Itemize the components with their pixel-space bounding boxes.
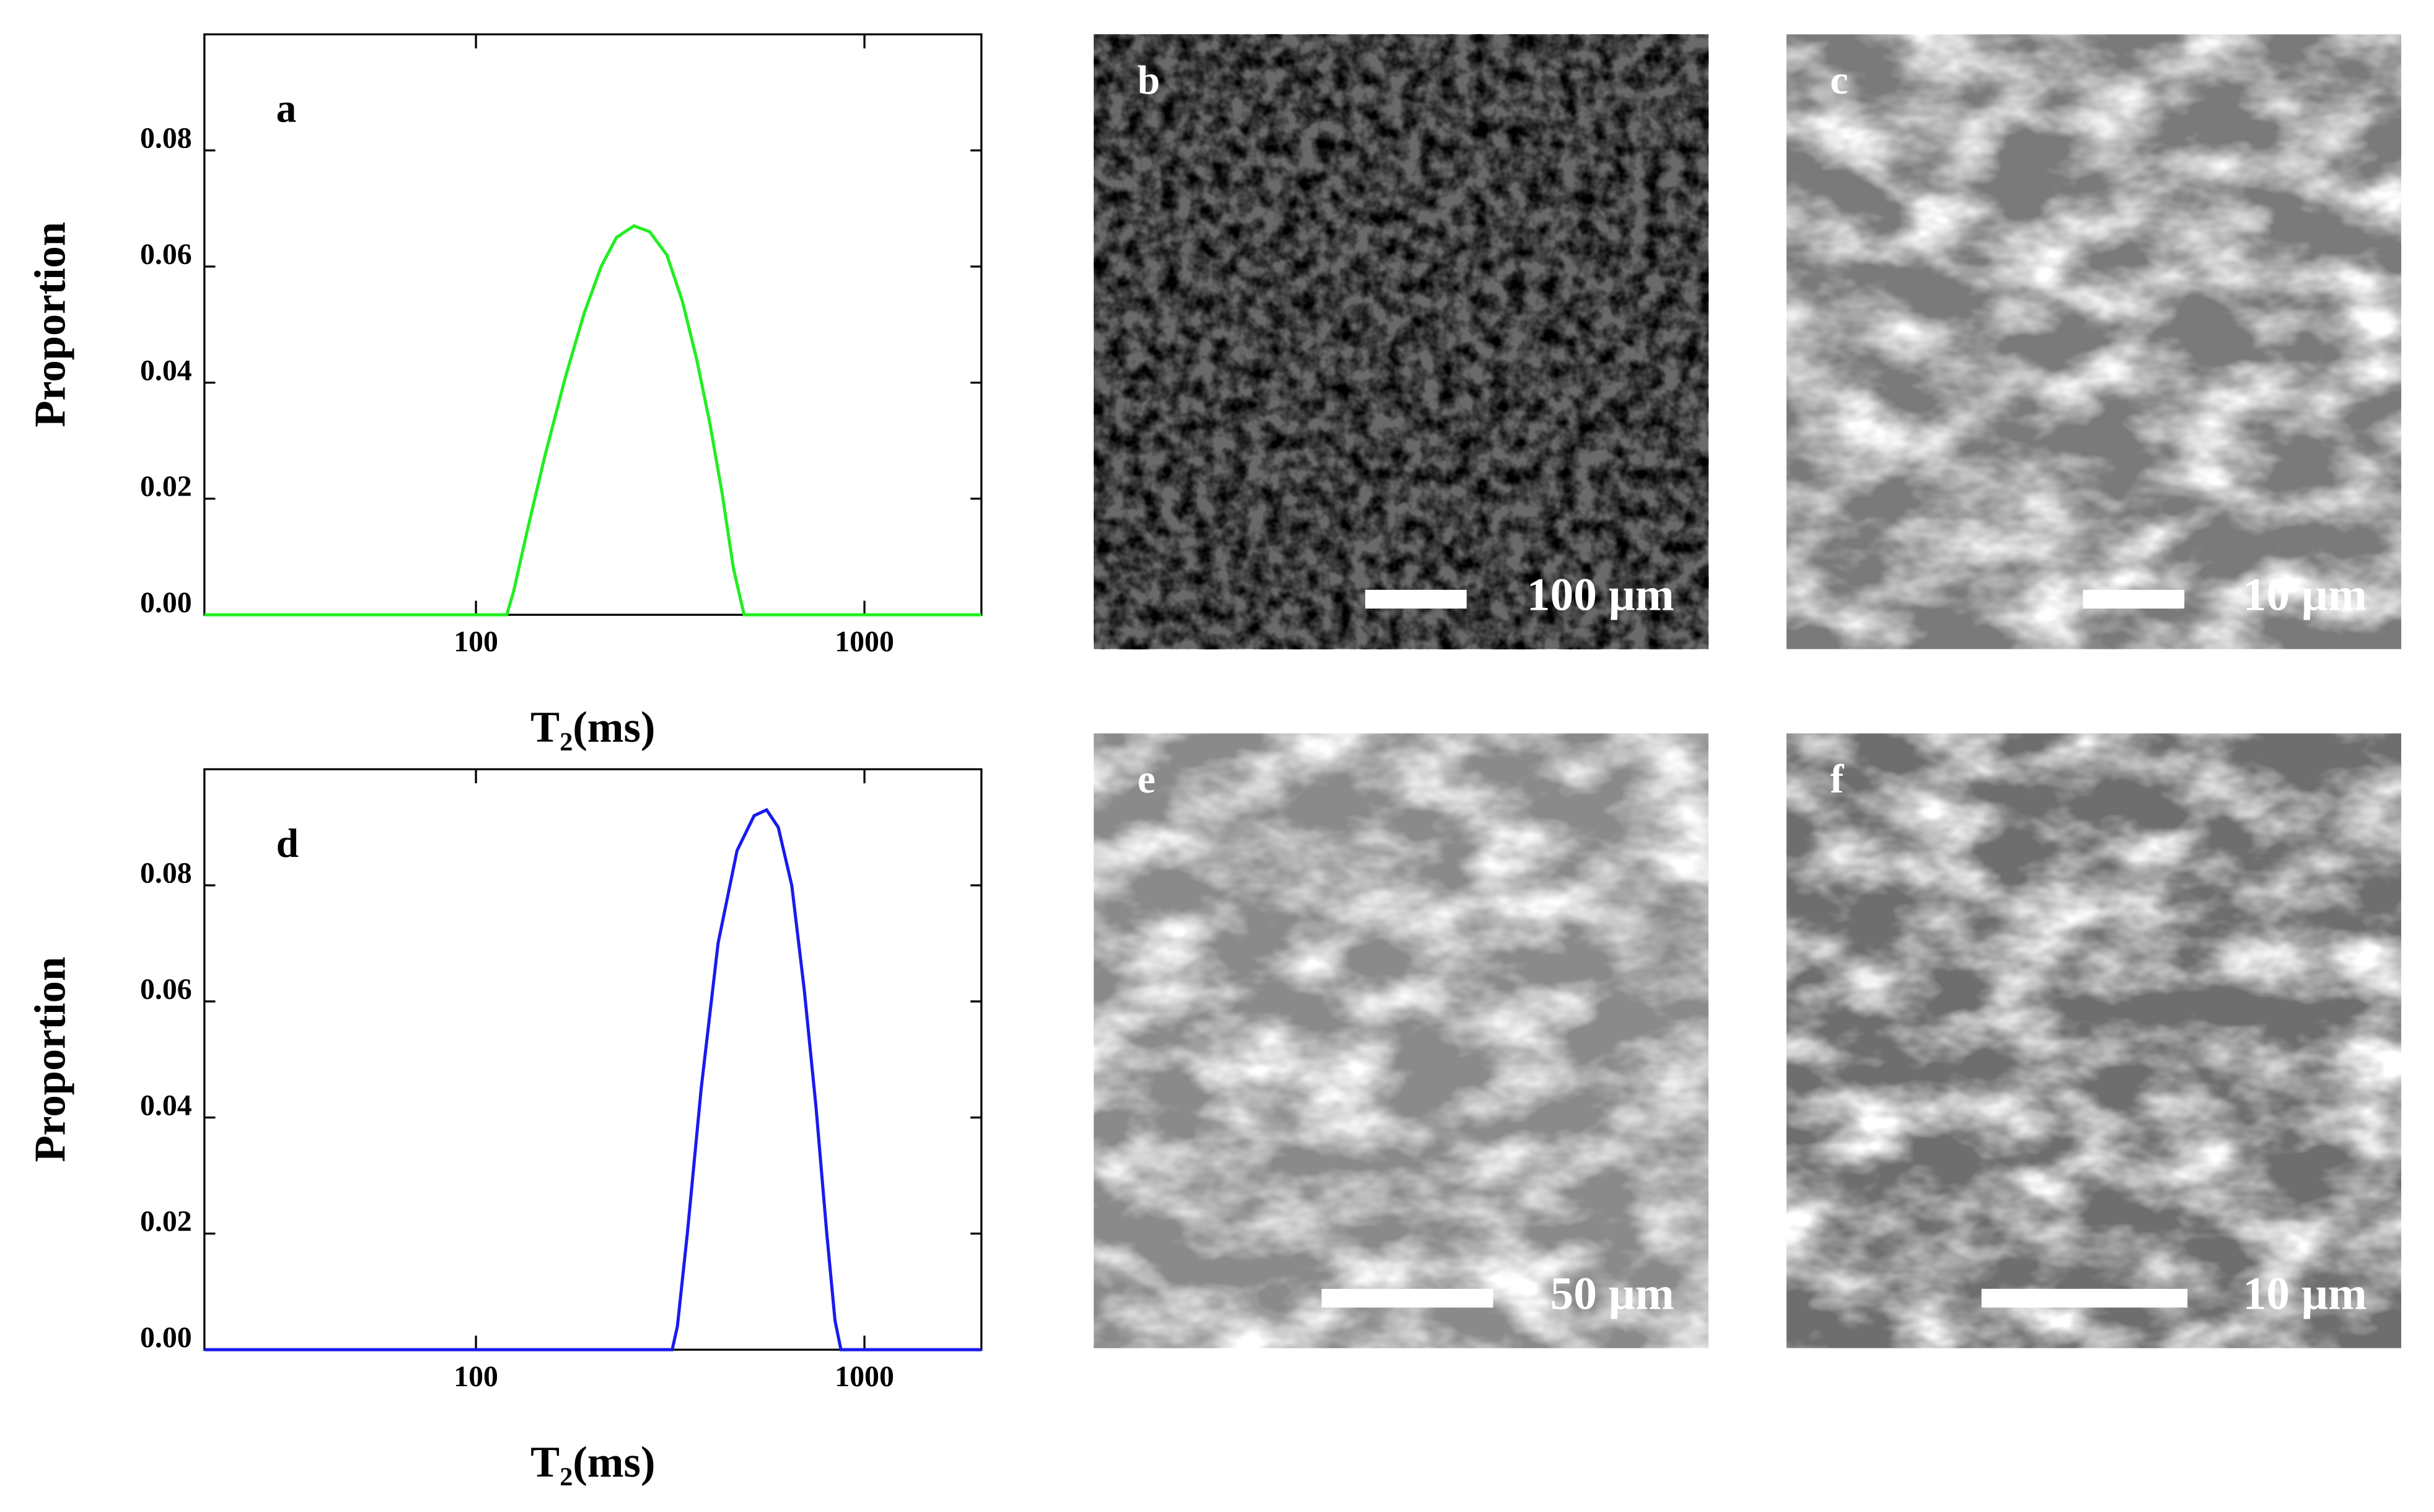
sem-image: e 50 μm [1094, 733, 1709, 1348]
image-label: c [1830, 58, 1848, 103]
y-tick-label: 0.02 [140, 470, 192, 503]
y-axis-label: Proportion [26, 222, 74, 428]
scale-bar [1981, 1288, 2188, 1308]
y-tick-label: 0.00 [140, 586, 192, 619]
scale-bar [2083, 589, 2185, 609]
plot-frame [203, 768, 983, 1351]
y-axis-label: Proportion [26, 957, 74, 1163]
y-tick-label: 0.06 [140, 973, 192, 1006]
image-label: b [1138, 58, 1160, 103]
x-axis-label: T₂(ms) [530, 703, 655, 752]
image-texture [1094, 34, 1709, 649]
image-texture [1786, 34, 2402, 649]
x-tick-label: 100 [454, 1360, 498, 1393]
scale-bar-label: 10 μm [2243, 1268, 2367, 1319]
image-texture [1094, 733, 1709, 1348]
scale-bar [1365, 589, 1467, 609]
plot-frame [203, 33, 983, 616]
y-tick-label: 0.04 [140, 1089, 192, 1122]
data-line [204, 224, 982, 617]
y-tick-label: 0.08 [140, 857, 192, 890]
x-tick-label: 1000 [835, 1360, 894, 1393]
scale-bar-label: 10 μm [2243, 569, 2367, 620]
y-tick-label: 0.08 [140, 122, 192, 155]
image-label: e [1138, 757, 1156, 802]
x-axis-label: T₂(ms) [530, 1438, 655, 1487]
panel-label: a [276, 86, 297, 131]
image-texture [1786, 733, 2402, 1348]
data-line [204, 807, 982, 1352]
panel-label: d [276, 821, 299, 866]
sem-image: b 100 μm [1094, 34, 1709, 649]
y-tick-label: 0.02 [140, 1205, 192, 1238]
sem-image: f 10 μm [1786, 733, 2402, 1348]
scale-bar [1321, 1288, 1493, 1308]
sem-image: c 10 μm [1786, 34, 2402, 649]
y-tick-label: 0.00 [140, 1321, 192, 1354]
scale-bar-label: 50 μm [1550, 1268, 1674, 1319]
image-label: f [1830, 757, 1845, 802]
x-tick-label: 1000 [835, 625, 894, 658]
y-tick-label: 0.04 [140, 354, 192, 387]
y-tick-label: 0.06 [140, 238, 192, 271]
scale-bar-label: 100 μm [1527, 569, 1674, 620]
x-tick-label: 100 [454, 625, 498, 658]
